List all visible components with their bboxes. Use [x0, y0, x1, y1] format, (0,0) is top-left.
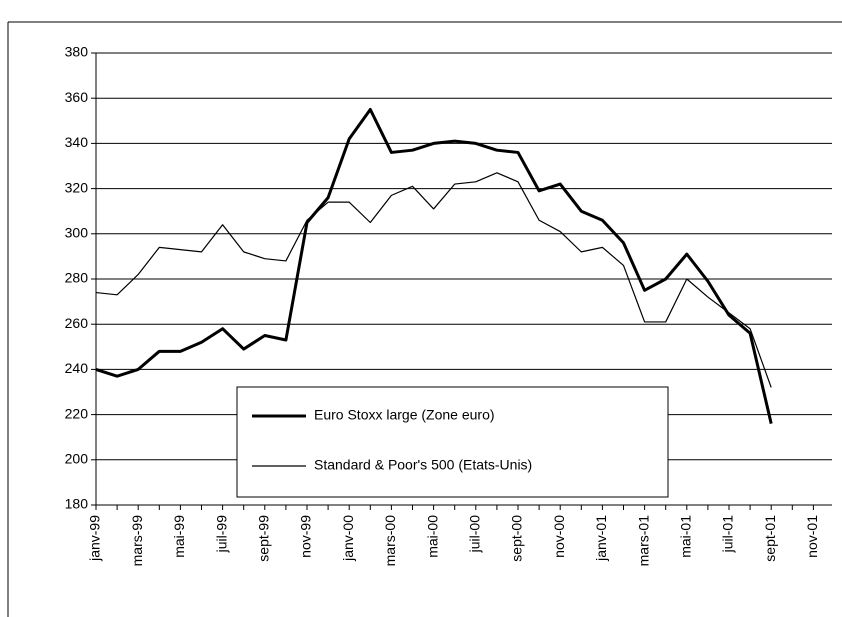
series-line	[95, 172, 772, 388]
legend-box	[236, 386, 669, 498]
series-line	[95, 108, 773, 424]
x-tick-label: janv-00	[340, 515, 356, 562]
x-tick-label: mars-99	[129, 515, 145, 567]
x-tick-label: juil-99	[213, 515, 229, 554]
x-tick-label: sept-99	[256, 515, 272, 562]
x-tick-label: juil-01	[720, 515, 736, 554]
legend-label: Standard & Poor's 500 (Etats-Unis)	[314, 457, 532, 473]
x-tick-label: juil-00	[467, 515, 483, 554]
x-tick-label: nov-00	[551, 515, 567, 558]
y-tick-label: 200	[65, 451, 89, 467]
y-tick-label: 340	[65, 134, 89, 150]
x-tick-label: nov-01	[804, 515, 820, 558]
y-tick-label: 360	[65, 89, 89, 105]
y-tick-label: 240	[65, 360, 89, 376]
x-tick-label: sept-01	[762, 515, 778, 562]
x-tick-label: nov-99	[298, 515, 314, 558]
y-tick-label: 260	[65, 315, 89, 331]
legend-label: Euro Stoxx large (Zone euro)	[314, 407, 495, 423]
x-tick-label: janv-01	[593, 515, 609, 562]
x-tick-label: mars-00	[382, 515, 398, 567]
y-tick-label: 380	[65, 44, 89, 60]
y-tick-label: 280	[65, 270, 89, 286]
x-tick-label: mai-01	[678, 515, 694, 558]
x-tick-label: mai-00	[424, 515, 440, 558]
x-tick-label: sept-00	[509, 515, 525, 562]
x-tick-label: mars-01	[635, 515, 651, 567]
y-tick-label: 320	[65, 179, 89, 195]
x-tick-label: janv-99	[87, 515, 103, 562]
y-tick-label: 300	[65, 225, 89, 241]
y-tick-label: 220	[65, 405, 89, 421]
y-tick-label: 180	[65, 496, 89, 512]
x-tick-label: mai-99	[171, 515, 187, 558]
